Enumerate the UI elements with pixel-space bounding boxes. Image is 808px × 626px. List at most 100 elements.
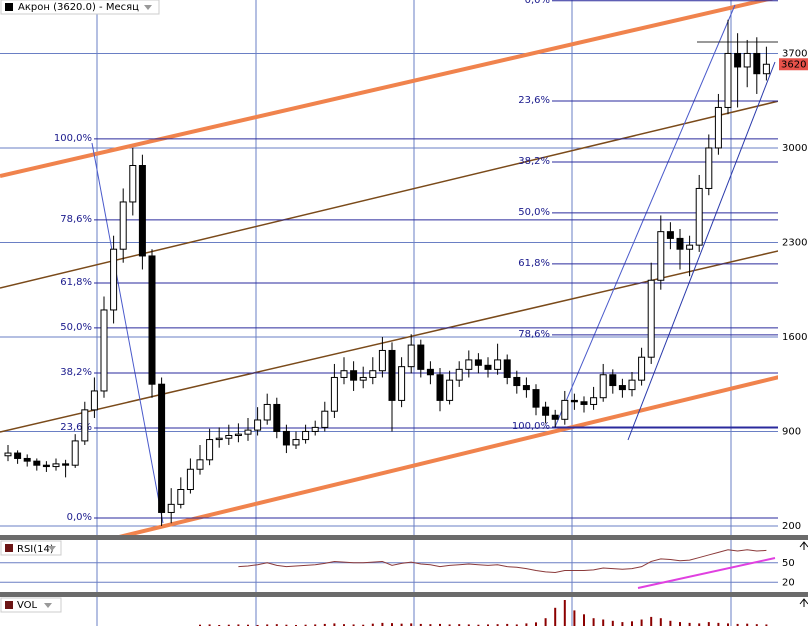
volume-bar (506, 623, 509, 626)
candle-body (330, 376, 338, 412)
volume-bar (218, 624, 221, 626)
candle-body (206, 439, 214, 461)
candle-body (340, 370, 348, 378)
main-panel: 100,0% 78,6% 61,8% 50,0% 38,2% 23,6% 0,0% 0,0% 2… (0, 0, 778, 535)
candle-body (426, 368, 434, 376)
volume-bar (583, 614, 585, 626)
volume-bar (535, 622, 537, 626)
candle-body (570, 399, 578, 403)
volume-bar (515, 624, 518, 626)
candle-body (753, 52, 761, 75)
volume-bar (554, 607, 557, 626)
volume-bar (362, 624, 365, 626)
candle-body (743, 52, 751, 68)
fib-label: 38,2% (518, 156, 550, 167)
maximize-button[interactable] (799, 598, 808, 607)
candle-body (62, 463, 70, 466)
volume-bar (717, 622, 720, 626)
volume-bar (410, 623, 413, 626)
y-tick-label: 2300 (782, 237, 807, 248)
volume-bar (343, 624, 345, 626)
candle-body (542, 406, 550, 416)
volume-bar (611, 620, 614, 626)
candle-body (638, 356, 646, 381)
candle-body (417, 344, 425, 370)
volume-bar (275, 624, 278, 626)
volume-bar (487, 624, 489, 626)
volume-bar (266, 624, 269, 626)
candle-body (522, 385, 530, 391)
fib-label: 78,6% (60, 214, 92, 225)
candle-body (33, 460, 41, 466)
fib-label: 78,6% (518, 329, 550, 340)
candle-body (580, 401, 588, 405)
candle-body (628, 379, 636, 391)
volume-bar (333, 623, 336, 626)
panel-separator (0, 535, 808, 540)
panel-title: RSI(14) (17, 544, 54, 555)
volume-bar (727, 623, 729, 626)
volume-bar (669, 620, 672, 626)
candle-body (590, 397, 598, 405)
volume-bar (688, 622, 691, 626)
volume-bar (592, 618, 595, 626)
volume-bar (304, 624, 307, 626)
candle-body (186, 468, 194, 491)
y-tick-label: 50 (782, 558, 795, 569)
candle-body (724, 52, 732, 108)
volume-bar (496, 624, 499, 626)
volume-bar (285, 624, 288, 626)
candle-body (695, 187, 703, 246)
fib-label: 0,0% (525, 0, 550, 6)
header-bg (0, 540, 62, 556)
volume-bar (602, 619, 605, 626)
candle-body (138, 165, 146, 257)
volume-bar (352, 624, 355, 626)
volume-bar (477, 624, 480, 626)
candle-body (455, 368, 463, 381)
volume-bar (227, 624, 230, 626)
rsi-trend-line (637, 557, 776, 589)
volume-bar (439, 623, 441, 626)
header-bg (0, 597, 62, 613)
candle-body (446, 379, 454, 401)
candle-body (369, 370, 377, 378)
rsi-header[interactable]: RSI(14) (0, 540, 62, 556)
volume-bar (736, 623, 739, 626)
volume-bar (371, 623, 374, 626)
candle-body (686, 244, 694, 250)
candle-body (4, 452, 12, 457)
candle-body (388, 349, 396, 401)
volume-bar (237, 624, 240, 626)
candle-body (484, 364, 492, 370)
series-swatch (5, 601, 13, 609)
candle-body (311, 426, 319, 432)
candle-body (551, 414, 559, 420)
volume-bar (659, 618, 662, 626)
dropdown-arrow[interactable] (144, 5, 152, 10)
maximize-button[interactable] (799, 541, 808, 550)
trend-line (627, 61, 776, 441)
fib-label: 100,0% (512, 421, 550, 432)
fib-label: 50,0% (60, 322, 92, 333)
dropdown-arrow[interactable] (44, 603, 52, 608)
candle-body (273, 403, 281, 432)
fib-label: 61,8% (518, 258, 550, 269)
candle-body (129, 165, 137, 203)
candle-body (398, 366, 406, 401)
series-swatch (5, 544, 13, 552)
title-box[interactable]: Акрон (3620.0) - Месяц (0, 0, 160, 15)
candle-body (244, 429, 252, 435)
volume-bar (400, 623, 403, 626)
candle-body (503, 359, 511, 378)
dropdown-arrow[interactable] (48, 546, 56, 551)
fib-diagonal (91, 142, 164, 524)
volume-bar (467, 624, 470, 626)
y-tick-label: 3700 (782, 48, 807, 59)
vol-header[interactable]: VOL (0, 597, 62, 613)
volume-bar (573, 610, 576, 626)
volume-bar (765, 624, 768, 626)
volume-bar (679, 622, 681, 626)
candle-body (465, 359, 473, 370)
